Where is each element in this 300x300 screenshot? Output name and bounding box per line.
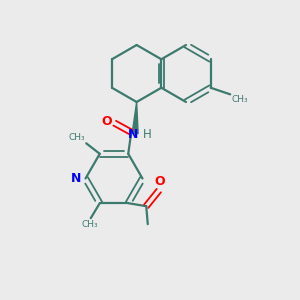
Text: N: N xyxy=(128,128,138,141)
Text: CH₃: CH₃ xyxy=(82,220,98,229)
Text: N: N xyxy=(70,172,81,185)
Text: H: H xyxy=(143,128,152,141)
Text: O: O xyxy=(101,115,112,128)
Text: CH₃: CH₃ xyxy=(231,95,248,104)
Polygon shape xyxy=(132,102,138,134)
Text: CH₃: CH₃ xyxy=(68,133,85,142)
Text: O: O xyxy=(154,175,165,188)
